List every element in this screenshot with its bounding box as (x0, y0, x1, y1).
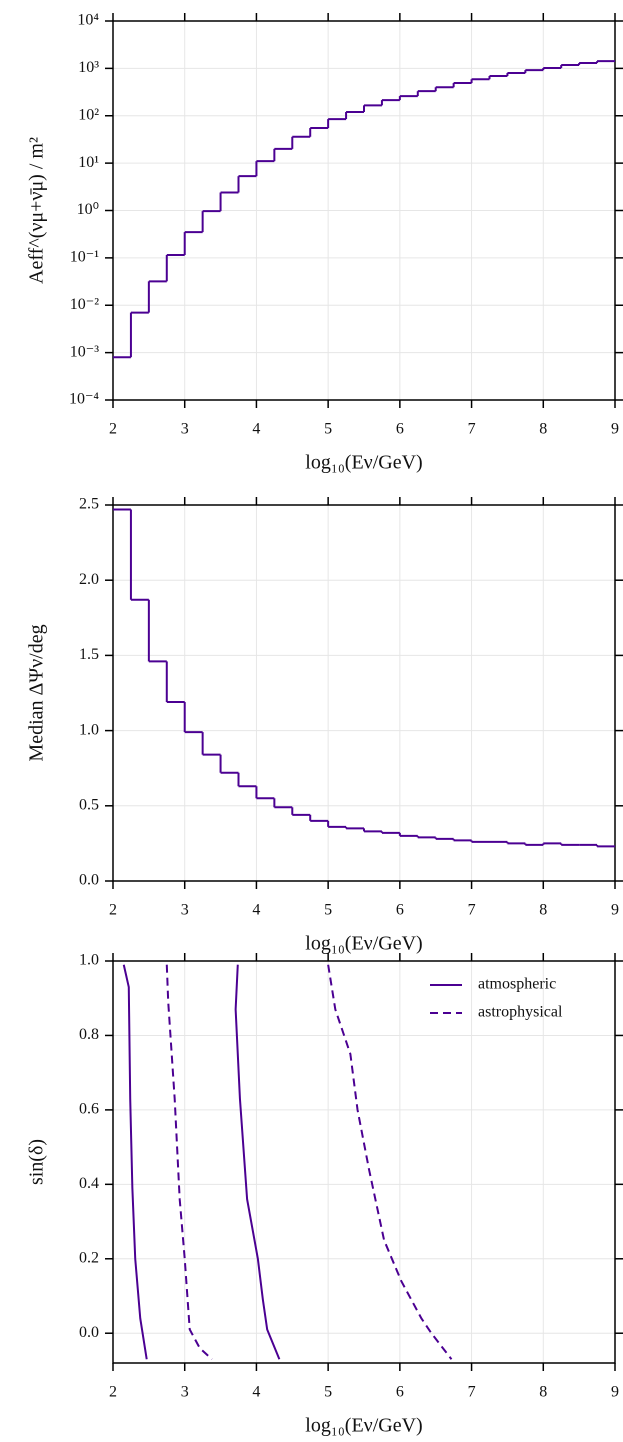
y-axis-label: Aeff^(νμ+ν̄μ) / m² (26, 137, 48, 284)
y-axis-label: sin(δ) (26, 1139, 48, 1185)
x-axis-label: log₁₀(Eν/GeV) (305, 933, 422, 955)
y-tick-label: 1.0 (79, 721, 99, 738)
y-tick-label: 2.0 (79, 571, 99, 588)
y-tick-label: 10⁻⁴ (69, 391, 99, 408)
plot-frame (112, 20, 616, 401)
x-axis-label: log₁₀(Eν/GeV) (305, 452, 422, 474)
x-tick-label: 6 (396, 421, 404, 438)
y-tick-label: 10⁻² (70, 296, 99, 313)
x-tick-label: 9 (611, 1384, 619, 1401)
x-tick-label: 7 (468, 902, 476, 919)
x-tick-label: 2 (109, 421, 117, 438)
x-tick-label: 4 (252, 421, 260, 438)
y-tick-label: 0.8 (79, 1026, 99, 1043)
y-tick-label: 0.2 (79, 1249, 99, 1266)
y-tick-label: 1.5 (79, 646, 99, 663)
y-tick-label: 0.0 (79, 872, 99, 889)
y-tick-label: 10¹ (78, 154, 99, 171)
x-tick-label: 3 (181, 902, 189, 919)
plot-frame (112, 504, 616, 882)
y-tick-label: 10² (78, 106, 99, 123)
x-tick-label: 5 (324, 1384, 332, 1401)
y-axis-label: Median ΔΨν/deg (26, 624, 48, 761)
y-tick-label: 0.0 (79, 1324, 99, 1341)
contour-line (165, 964, 453, 1361)
x-tick-label: 5 (324, 902, 332, 919)
x-tick-label: 6 (396, 1384, 404, 1401)
x-tick-label: 3 (181, 1384, 189, 1401)
x-tick-label: 6 (396, 902, 404, 919)
y-tick-label: 10³ (78, 59, 99, 76)
y-tick-label: 0.4 (79, 1175, 99, 1192)
x-tick-label: 4 (252, 902, 260, 919)
x-tick-label: 7 (468, 1384, 476, 1401)
x-tick-label: 8 (539, 902, 547, 919)
y-tick-label: 1.0 (79, 952, 99, 969)
plot-frame (112, 960, 616, 1364)
x-tick-label: 8 (539, 421, 547, 438)
x-tick-label: 9 (611, 902, 619, 919)
x-tick-label: 3 (181, 421, 189, 438)
legend-label: atmospheric (478, 976, 556, 993)
x-tick-label: 7 (468, 421, 476, 438)
x-tick-label: 2 (109, 902, 117, 919)
legend-label: astrophysical (478, 1004, 563, 1021)
y-tick-label: 2.5 (79, 496, 99, 513)
y-tick-label: 10⁰ (77, 201, 99, 218)
x-tick-label: 9 (611, 421, 619, 438)
y-tick-label: 0.6 (79, 1101, 99, 1118)
x-tick-label: 5 (324, 421, 332, 438)
y-tick-label: 10⁴ (77, 12, 99, 29)
x-tick-label: 8 (539, 1384, 547, 1401)
y-tick-label: 0.5 (79, 796, 99, 813)
x-axis-label: log₁₀(Eν/GeV) (305, 1415, 422, 1437)
contour-line (122, 964, 281, 1360)
x-tick-label: 4 (252, 1384, 260, 1401)
y-tick-label: 10⁻¹ (70, 249, 99, 266)
y-tick-label: 10⁻³ (70, 343, 99, 360)
x-tick-label: 2 (109, 1384, 117, 1401)
